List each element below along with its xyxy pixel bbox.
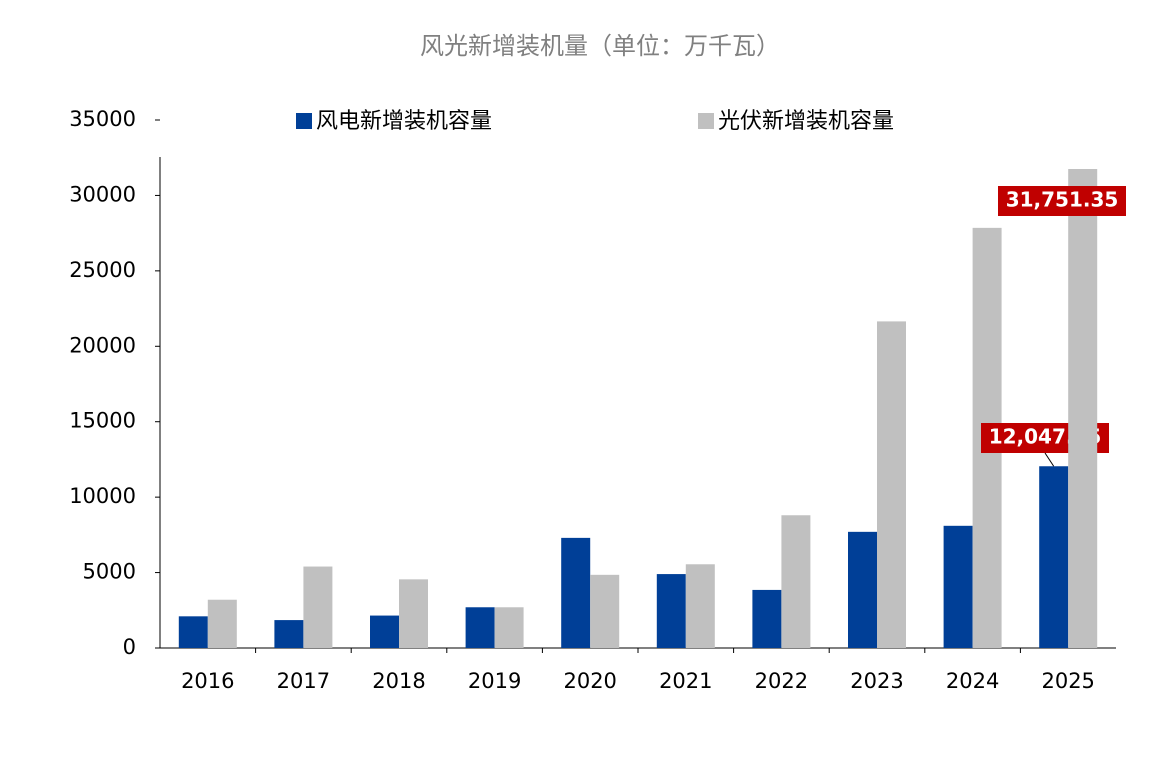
x-tick-label: 2019 [468, 669, 521, 693]
bar [1039, 466, 1069, 648]
bar [494, 607, 524, 648]
legend-swatch [296, 113, 312, 129]
value-label-box [998, 186, 1126, 216]
bar [848, 531, 877, 648]
legend-swatch [698, 113, 714, 129]
bar [656, 574, 686, 648]
x-tick-label: 2020 [563, 669, 616, 693]
bar [752, 589, 782, 648]
y-tick-label: 15000 [69, 409, 136, 433]
bar [370, 615, 399, 648]
y-tick-label: 20000 [69, 333, 136, 357]
bar [781, 515, 811, 648]
leader-line [1044, 452, 1055, 467]
x-tick-label: 2022 [755, 669, 808, 693]
y-tick-label: 35000 [69, 107, 136, 131]
x-tick-label: 2018 [372, 669, 425, 693]
x-tick-label: 2016 [181, 669, 234, 693]
legend-label: 光伏新增装机容量 [718, 109, 894, 134]
bar [399, 579, 428, 648]
bar [465, 607, 495, 648]
y-tick-label: 30000 [69, 182, 136, 206]
legend-label: 风电新增装机容量 [316, 109, 492, 134]
chart-title: 风光新增装机量（单位：万千瓦） [420, 32, 780, 60]
x-tick-label: 2025 [1041, 669, 1094, 693]
bar [207, 599, 237, 648]
y-tick-label: 0 [123, 635, 136, 659]
bar [178, 616, 208, 648]
bar [561, 537, 591, 648]
bar [590, 574, 620, 648]
y-tick-label: 10000 [69, 484, 136, 508]
x-tick-label: 2021 [659, 669, 712, 693]
bar [943, 525, 973, 648]
y-tick-label: 5000 [83, 560, 136, 584]
x-tick-label: 2017 [277, 669, 330, 693]
x-tick-label: 2024 [946, 669, 999, 693]
bar [685, 564, 715, 648]
value-label: 31,751.35 [1006, 188, 1119, 212]
y-tick-label: 25000 [69, 258, 136, 282]
bar [274, 620, 304, 648]
bar [303, 566, 333, 648]
bar [877, 321, 906, 648]
bar [1068, 169, 1098, 648]
x-tick-label: 2023 [850, 669, 903, 693]
